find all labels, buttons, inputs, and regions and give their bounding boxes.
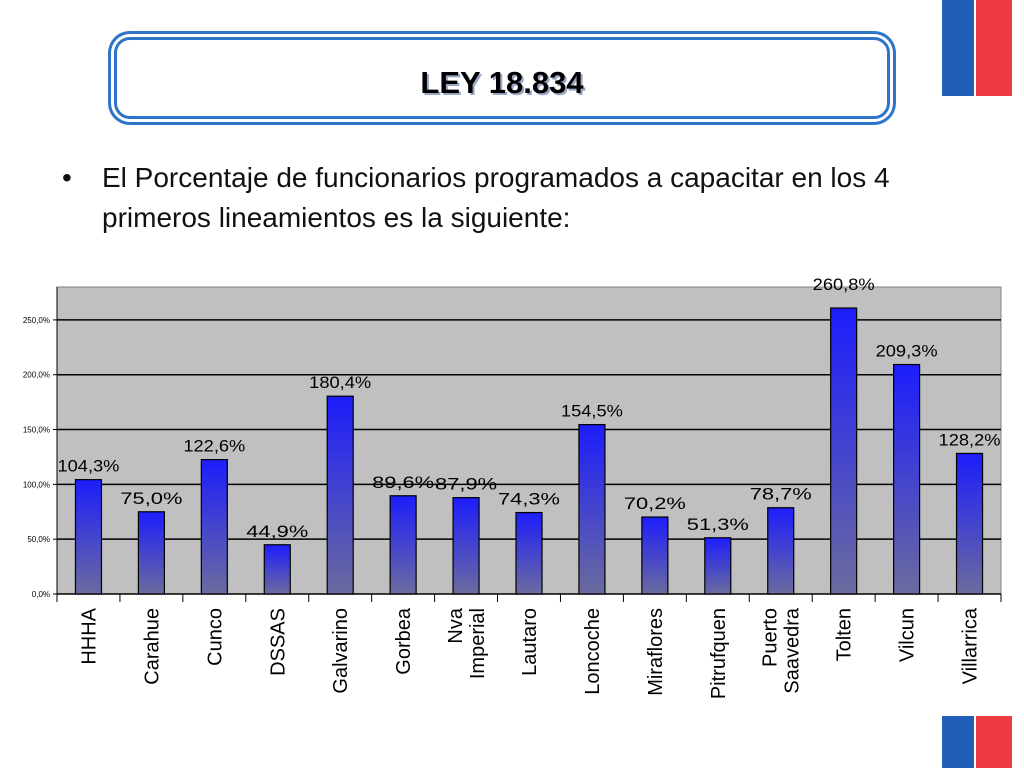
category-label: Loncoche xyxy=(582,608,604,695)
data-label: 89,6% xyxy=(372,473,434,492)
category-label: Villarrica xyxy=(960,607,982,684)
category-label: Cunco xyxy=(204,608,226,666)
category-label-line: Villarrica xyxy=(960,607,982,684)
category-label-line: Puerto xyxy=(760,608,782,667)
data-label: 78,7% xyxy=(750,485,812,504)
bar xyxy=(263,544,291,595)
category-label: Nva Imperial xyxy=(445,607,489,679)
bar xyxy=(326,395,354,595)
data-label: 74,3% xyxy=(498,490,560,509)
data-label: 260,8% xyxy=(813,275,875,294)
data-label: 44,9% xyxy=(246,522,308,541)
y-tick-label: 100,0% xyxy=(23,480,50,489)
category-label-line: Nva xyxy=(445,607,467,643)
data-label: 87,9% xyxy=(435,475,497,494)
slide-title: LEY 18.834 xyxy=(420,65,584,100)
data-label: 154,5% xyxy=(561,402,623,421)
category-label-line: Cunco xyxy=(204,608,226,666)
category-label: Miraflores xyxy=(645,608,667,696)
category-label-line: Saavedra xyxy=(782,607,804,693)
title-box: LEY 18.834 xyxy=(114,37,890,119)
category-label-line: Miraflores xyxy=(645,608,667,696)
bar xyxy=(578,424,606,595)
y-tick-label: 200,0% xyxy=(23,371,50,380)
category-label-line: Galvarino xyxy=(330,608,352,694)
category-label: Lautaro xyxy=(519,608,541,676)
y-tick-label: 250,0% xyxy=(23,316,50,325)
bar xyxy=(704,537,732,595)
data-label: 180,4% xyxy=(309,373,371,392)
category-label: Tolten xyxy=(834,608,856,661)
category-label: Pitrufquen xyxy=(708,608,730,699)
data-label: 104,3% xyxy=(57,457,119,476)
data-label: 209,3% xyxy=(876,342,938,361)
flag-red-stripe xyxy=(976,716,1012,768)
data-label: 75,0% xyxy=(120,489,182,508)
flag-logo-bottom xyxy=(942,716,1012,768)
category-label: DSSAS xyxy=(267,608,289,676)
category-label-line: Carahue xyxy=(141,608,163,685)
bar xyxy=(892,363,921,595)
category-label: Vilcun xyxy=(897,608,919,662)
category-label-line: Vilcun xyxy=(897,608,919,662)
y-tick-label: 50,0% xyxy=(27,535,50,544)
bar xyxy=(515,511,543,595)
y-tick-label: 150,0% xyxy=(23,426,50,435)
category-label: Puerto Saavedra xyxy=(760,607,804,693)
category-label-line: DSSAS xyxy=(267,608,289,676)
category-label-line: Lautaro xyxy=(519,608,541,676)
bar xyxy=(767,507,795,595)
bullet-text: El Porcentaje de funcionarios programado… xyxy=(102,162,890,233)
flag-red-stripe xyxy=(976,0,1012,96)
bar xyxy=(200,458,228,595)
bar xyxy=(955,452,984,595)
category-label: Carahue xyxy=(141,608,163,685)
data-label: 51,3% xyxy=(687,515,749,534)
data-label: 70,2% xyxy=(624,494,686,513)
bar-chart: 0,0% 50,0% 100,0% 150,0% 200,0% 250,0% 104,3% H… xyxy=(23,275,1002,699)
bar xyxy=(830,307,858,595)
bar xyxy=(389,495,417,595)
flag-blue-stripe xyxy=(942,716,974,768)
flag-blue-stripe xyxy=(942,0,974,96)
category-label-line: Pitrufquen xyxy=(708,608,730,699)
bar xyxy=(74,479,103,595)
category-label: HHHA xyxy=(78,607,100,664)
category-label-line: Loncoche xyxy=(582,608,604,695)
y-tick-label: 0,0% xyxy=(32,590,50,599)
category-label-line: Gorbea xyxy=(393,607,415,675)
category-label-line: HHHA xyxy=(78,607,100,664)
category-label: Gorbea xyxy=(393,607,415,675)
data-label: 128,2% xyxy=(939,430,1001,449)
category-label-line: Tolten xyxy=(834,608,856,661)
category-label: Galvarino xyxy=(330,608,352,694)
bar xyxy=(137,511,165,595)
flag-logo-top xyxy=(942,0,1012,96)
bar xyxy=(452,497,480,595)
data-label: 122,6% xyxy=(183,437,245,456)
bullet-symbol: • xyxy=(62,162,72,193)
bar xyxy=(641,516,669,595)
category-label-line: Imperial xyxy=(467,608,489,679)
